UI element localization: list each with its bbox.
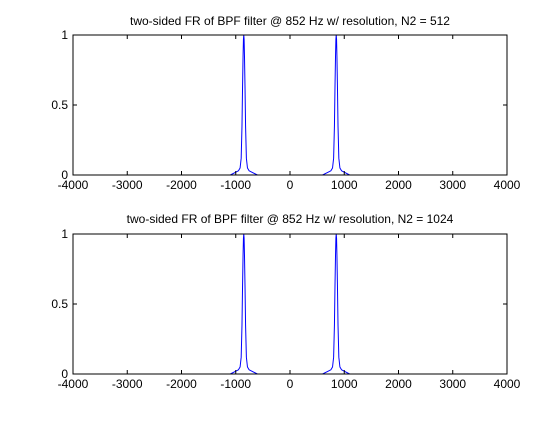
subplot-top-y-tick-label-0: 0 <box>61 168 68 182</box>
subplot-top-title: two-sided FR of BPF filter @ 852 Hz w/ r… <box>130 14 450 28</box>
subplot-bottom-x-tick-label-1: -3000 <box>112 377 143 391</box>
subplot-bottom-y-tick-label-2: 1 <box>61 227 68 241</box>
subplot-bottom-x-tick-label-0: -4000 <box>58 377 89 391</box>
subplot-bottom-x-tick-label-4: 0 <box>287 377 294 391</box>
subplot-top-y-tick-label-2: 1 <box>61 28 68 42</box>
subplot-bottom-x-tick-label-5: 1000 <box>331 377 358 391</box>
subplot-bottom-y-tick-label-0: 0 <box>61 367 68 381</box>
subplot-top-x-tick-label-5: 1000 <box>331 178 358 192</box>
subplot-top-x-tick-label-7: 3000 <box>439 178 466 192</box>
subplot-bottom-y-tick-label-1: 0.5 <box>51 297 68 311</box>
subplot-top-x-tick-label-2: -2000 <box>166 178 197 192</box>
subplot-bottom-x-tick-label-7: 3000 <box>439 377 466 391</box>
subplot-top-x-tick-label-8: 4000 <box>494 178 521 192</box>
subplot-top-y-tick-label-1: 0.5 <box>51 98 68 112</box>
subplot-top-x-tick-label-0: -4000 <box>58 178 89 192</box>
subplot-bottom-title: two-sided FR of BPF filter @ 852 Hz w/ r… <box>127 212 454 226</box>
subplot-bottom-x-tick-label-8: 4000 <box>494 377 521 391</box>
subplot-top-x-tick-label-4: 0 <box>287 178 294 192</box>
subplot-bottom-x-tick-label-2: -2000 <box>166 377 197 391</box>
subplot-top-x-tick-label-6: 2000 <box>385 178 412 192</box>
subplot-bottom-x-tick-label-6: 2000 <box>385 377 412 391</box>
subplot-top-x-tick-label-3: -1000 <box>220 178 251 192</box>
subplot-bottom: two-sided FR of BPF filter @ 852 Hz w/ r… <box>51 212 520 391</box>
subplot-bottom-x-tick-label-3: -1000 <box>220 377 251 391</box>
subplot-top-x-tick-label-1: -3000 <box>112 178 143 192</box>
subplot-top: two-sided FR of BPF filter @ 852 Hz w/ r… <box>51 14 520 192</box>
